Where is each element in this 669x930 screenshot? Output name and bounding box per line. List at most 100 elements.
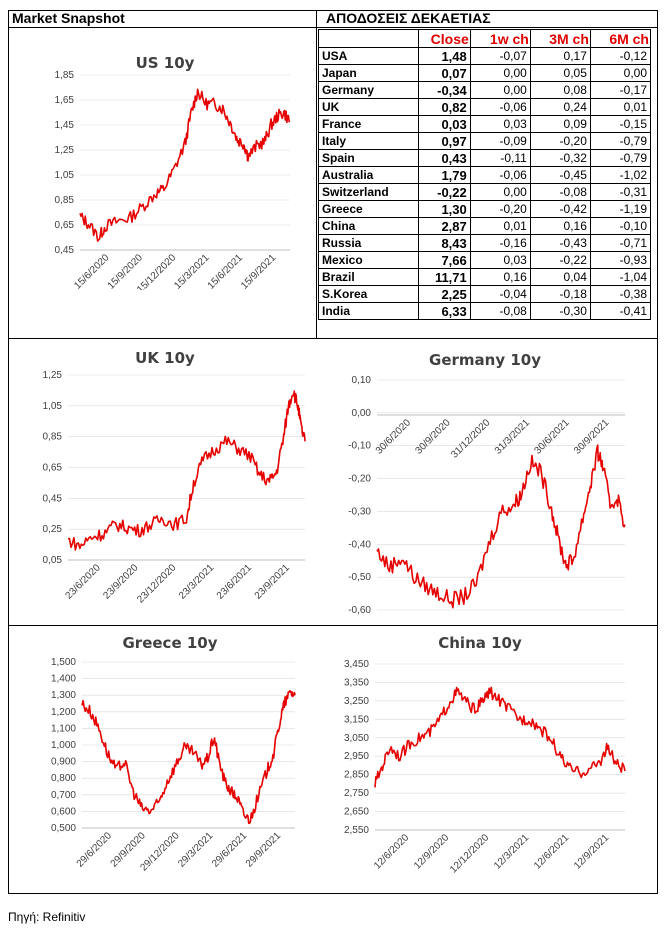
country-cell: S.Korea — [317, 285, 420, 303]
country-cell: Australia — [317, 166, 420, 184]
y-tick-label: 0,45 — [43, 493, 63, 504]
col-3m-header: 3M ch — [529, 29, 591, 48]
chart-svg: Greece 10y 0,500 0,600 0,700 0,800 0,900 1,000… — [51, 634, 296, 874]
table-row: Mexico 7,66 0,03 -0,22 -0,93 — [317, 251, 652, 269]
close-cell: 0,03 — [418, 115, 471, 133]
y-tick-label: 0,85 — [43, 432, 63, 443]
country-cell: Japan — [317, 64, 420, 82]
y-tick-label: 1,05 — [43, 401, 63, 412]
change-6m-cell: -0,12 — [589, 47, 652, 65]
snapshot-frame — [8, 10, 658, 894]
y-tick-label: 0,45 — [55, 245, 75, 256]
y-tick-label: 1,400 — [51, 674, 76, 685]
change-1w-cell: -0,11 — [469, 149, 531, 167]
y-tick-label: 0,65 — [55, 220, 75, 231]
x-tick-label: 29/6/2021 — [210, 830, 250, 870]
change-6m-cell: -0,71 — [589, 234, 652, 252]
close-cell: 7,66 — [418, 251, 471, 269]
x-tick-label: 12/6/2021 — [532, 832, 572, 872]
change-3m-cell: 0,24 — [529, 98, 591, 116]
close-cell: -0,22 — [418, 183, 471, 201]
series-line — [81, 689, 296, 825]
col-6m-header: 6M ch — [589, 29, 652, 48]
col-country-header — [317, 29, 420, 48]
series-line — [68, 390, 306, 551]
x-tick-label: 29/3/2021 — [176, 830, 216, 870]
change-6m-cell: -0,10 — [589, 217, 652, 235]
x-tick-label: 29/6/2020 — [75, 830, 115, 870]
close-cell: 0,97 — [418, 132, 471, 150]
country-cell: France — [317, 115, 420, 133]
series-line — [374, 686, 626, 788]
chart-title: Greece 10y — [123, 634, 218, 652]
y-tick-label: 1,000 — [51, 740, 76, 751]
close-cell: 0,82 — [418, 98, 471, 116]
change-1w-cell: -0,06 — [469, 98, 531, 116]
country-cell: Brazil — [317, 268, 420, 286]
close-cell: 0,43 — [418, 149, 471, 167]
x-tick-label: 12/12/2020 — [448, 832, 491, 875]
y-tick-label: 3,450 — [344, 659, 369, 670]
change-3m-cell: -0,22 — [529, 251, 591, 269]
y-tick-label: 1,100 — [51, 723, 76, 734]
chart-svg: Germany 10y -0,60 -0,50 -0,40 -0,30 -0,20 -0,1… — [348, 351, 626, 615]
x-tick-label: 30/9/2021 — [572, 417, 612, 457]
x-tick-label: 12/9/2020 — [412, 832, 452, 872]
close-cell: 2,87 — [418, 217, 471, 235]
country-cell: Spain — [317, 149, 420, 167]
change-6m-cell: -0,79 — [589, 149, 652, 167]
change-3m-cell: -0,42 — [529, 200, 591, 218]
change-6m-cell: -0,38 — [589, 285, 652, 303]
y-tick-label: 1,25 — [43, 370, 63, 381]
table-row: Australia 1,79 -0,06 -0,45 -1,02 — [317, 166, 652, 184]
chart-title: US 10y — [136, 54, 195, 72]
change-1w-cell: -0,16 — [469, 234, 531, 252]
y-tick-label: -0,30 — [348, 506, 371, 517]
x-tick-label: 15/9/2021 — [239, 252, 279, 290]
x-tick-label: 12/9/2021 — [572, 832, 612, 872]
change-6m-cell: 0,00 — [589, 64, 652, 82]
y-tick-label: 1,65 — [55, 95, 75, 106]
y-tick-label: -0,60 — [348, 605, 371, 615]
y-tick-label: 0,65 — [43, 463, 63, 474]
x-tick-label: 30/6/2020 — [374, 417, 414, 457]
divider-header — [8, 27, 658, 28]
change-1w-cell: -0,07 — [469, 47, 531, 65]
change-1w-cell: 0,01 — [469, 217, 531, 235]
y-tick-label: -0,20 — [348, 474, 371, 485]
y-tick-label: 0,05 — [43, 555, 63, 566]
close-cell: 1,48 — [418, 47, 471, 65]
table-row: S.Korea 2,25 -0,04 -0,18 -0,38 — [317, 285, 652, 303]
change-6m-cell: -1,04 — [589, 268, 652, 286]
divider-row1 — [8, 338, 658, 339]
y-tick-label: -0,50 — [348, 572, 371, 583]
y-tick-label: 1,85 — [55, 70, 75, 81]
y-tick-label: 0,10 — [352, 375, 372, 386]
change-1w-cell: 0,00 — [469, 81, 531, 99]
change-1w-cell: -0,20 — [469, 200, 531, 218]
country-cell: China — [317, 217, 420, 235]
y-tick-label: 1,05 — [55, 170, 75, 181]
y-tick-label: 0,00 — [352, 408, 372, 419]
chart-title: Germany 10y — [429, 351, 541, 369]
y-tick-label: 2,650 — [344, 807, 369, 818]
divider-vertical — [316, 10, 317, 338]
y-tick-label: 2,750 — [344, 788, 369, 799]
country-cell: UK — [317, 98, 420, 116]
table-row: Switzerland -0,22 0,00 -0,08 -0,31 — [317, 183, 652, 201]
x-tick-label: 31/3/2021 — [493, 417, 533, 457]
close-cell: 8,43 — [418, 234, 471, 252]
y-tick-label: 0,85 — [55, 195, 75, 206]
change-6m-cell: -0,93 — [589, 251, 652, 269]
table-row: Italy 0,97 -0,09 -0,20 -0,79 — [317, 132, 652, 150]
table-row: UK 0,82 -0,06 0,24 0,01 — [317, 98, 652, 116]
change-1w-cell: 0,16 — [469, 268, 531, 286]
change-6m-cell: -0,31 — [589, 183, 652, 201]
x-tick-label: 30/6/2021 — [532, 417, 572, 457]
chart-title: China 10y — [438, 634, 522, 652]
change-3m-cell: 0,05 — [529, 64, 591, 82]
market-snapshot-title: Market Snapshot — [12, 10, 125, 26]
chart-china-10y: China 10y 2,550 2,650 2,750 2,850 2,950 3,050 3… — [325, 630, 640, 885]
close-cell: 6,33 — [418, 302, 471, 320]
chart-uk-10y: UK 10y 0,05 0,25 0,45 0,65 0,85 1,05 1,25 23/6/2… — [20, 345, 310, 615]
